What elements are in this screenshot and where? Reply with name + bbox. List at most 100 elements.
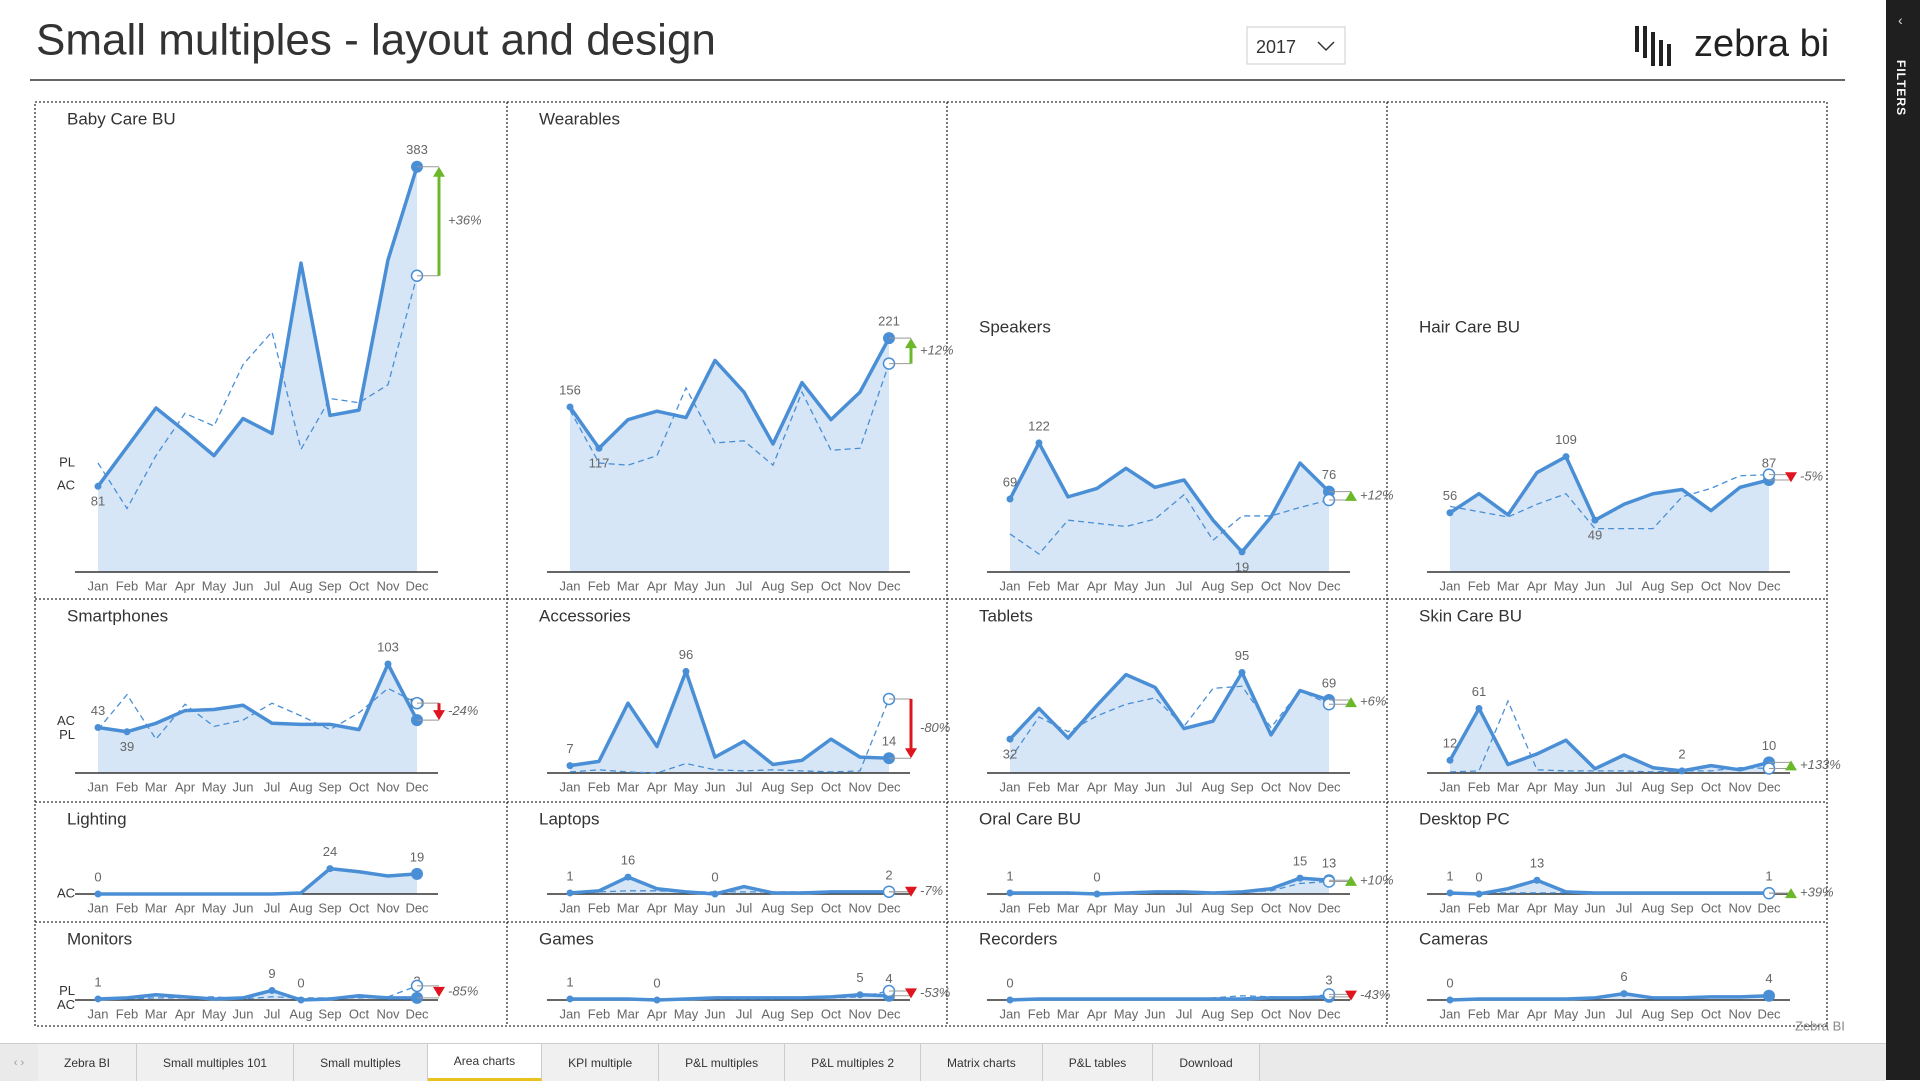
month-label: Jul [736, 779, 753, 794]
data-label: 4 [885, 971, 892, 986]
data-label: 69 [1003, 474, 1017, 489]
data-label: 56 [1443, 488, 1457, 503]
filters-pane[interactable]: ‹ FILTERS [1886, 0, 1920, 1080]
data-label: 0 [1475, 869, 1482, 884]
data-label: 39 [120, 739, 134, 754]
month-label: Jul [1616, 779, 1633, 794]
panel-title: Lighting [67, 809, 127, 828]
logo-text: zebra bi [1694, 23, 1829, 65]
month-label: Aug [289, 1006, 312, 1021]
month-label: Feb [588, 1006, 610, 1021]
month-label: Jun [1145, 1006, 1166, 1021]
panel-title: Accessories [539, 606, 631, 625]
month-label: Dec [405, 1006, 429, 1021]
data-label: 10 [1762, 738, 1776, 753]
ac-point [1036, 439, 1043, 446]
data-label: 6 [1620, 969, 1627, 984]
month-label: Dec [405, 900, 429, 915]
month-label: Nov [848, 900, 872, 915]
logo-bar [1651, 32, 1655, 66]
page-tab[interactable]: Small multiples [294, 1044, 428, 1081]
data-label: 2 [1678, 746, 1685, 761]
month-label: Sep [318, 779, 341, 794]
month-label: Dec [405, 779, 429, 794]
ac-area [98, 167, 417, 572]
month-label: Dec [405, 578, 429, 593]
delta-label: +12% [1360, 487, 1394, 502]
delta-label: -7% [920, 883, 943, 898]
month-label: Jun [233, 900, 254, 915]
page-tab[interactable]: Area charts [428, 1044, 542, 1081]
delta-label: -24% [448, 703, 478, 718]
data-label: 2 [885, 867, 892, 882]
month-label: Oct [1261, 1006, 1282, 1021]
month-label: Jun [1145, 578, 1166, 593]
ac-point [567, 889, 574, 896]
page-tab[interactable]: Small multiples 101 [137, 1044, 294, 1081]
month-label: Jun [1145, 900, 1166, 915]
month-label: Jul [1176, 779, 1193, 794]
month-label: Mar [1057, 779, 1080, 794]
month-label: Aug [1201, 1006, 1224, 1021]
month-label: Jan [1000, 578, 1021, 593]
month-label: May [202, 779, 227, 794]
page-tab[interactable]: Download [1153, 1044, 1259, 1081]
filters-label[interactable]: FILTERS [1894, 60, 1908, 116]
ac-point [1007, 889, 1014, 896]
month-label: Dec [877, 900, 901, 915]
month-label: Nov [1728, 900, 1752, 915]
logo-bar [1659, 40, 1663, 66]
month-label: Jan [1440, 1006, 1461, 1021]
ac-point [1447, 509, 1454, 516]
data-label: 117 [589, 456, 610, 471]
ac-point [1679, 767, 1686, 774]
month-label: Apr [647, 779, 668, 794]
delta-label: -53% [920, 985, 950, 1000]
month-label: Aug [289, 578, 312, 593]
month-label: Mar [145, 779, 168, 794]
month-label: Nov [848, 578, 872, 593]
legend-pl: PL [59, 727, 75, 742]
month-label: Jun [1585, 578, 1606, 593]
page-tab[interactable]: Matrix charts [921, 1044, 1043, 1081]
legend-ac: AC [57, 478, 75, 493]
delta-arrowhead [433, 710, 445, 720]
data-label: 122 [1028, 418, 1050, 433]
data-label: 0 [1006, 975, 1013, 990]
month-label: Jun [1585, 779, 1606, 794]
month-label: Jul [1176, 1006, 1193, 1021]
month-label: Nov [1288, 900, 1312, 915]
logo-bar [1643, 26, 1647, 58]
month-label: Feb [1028, 1006, 1050, 1021]
month-label: Apr [1087, 1006, 1108, 1021]
month-label: Mar [1057, 1006, 1080, 1021]
page-tab[interactable]: P&L tables [1043, 1044, 1154, 1081]
tab-scroll[interactable]: ‹ › [0, 1044, 38, 1081]
page-tab[interactable]: Zebra BI [38, 1044, 137, 1081]
logo-bar [1667, 44, 1671, 66]
data-label: 12 [1443, 736, 1457, 751]
panel-title: Hair Care BU [1419, 317, 1520, 336]
year-dropdown[interactable]: 2017 [1247, 27, 1345, 64]
month-label: Oct [1701, 1006, 1722, 1021]
page-tab[interactable]: P&L multiples 2 [785, 1044, 921, 1081]
ac-point [1592, 517, 1599, 524]
ac-point [567, 403, 574, 410]
delta-triangle [1345, 491, 1357, 501]
data-label: 24 [323, 844, 337, 859]
filters-collapse[interactable]: ‹ [1898, 12, 1903, 28]
page-tab[interactable]: P&L multiples [659, 1044, 785, 1081]
data-label: 1 [566, 868, 573, 883]
panel-title: Laptops [539, 809, 600, 828]
ac-point [1763, 990, 1775, 1002]
month-label: Jan [88, 578, 109, 593]
month-label: Jan [1000, 779, 1021, 794]
dropdown-value[interactable]: 2017 [1256, 37, 1296, 57]
month-label: Apr [175, 578, 196, 593]
page-tab[interactable]: KPI multiple [542, 1044, 659, 1081]
month-label: Aug [761, 578, 784, 593]
ac-area [1450, 457, 1769, 572]
